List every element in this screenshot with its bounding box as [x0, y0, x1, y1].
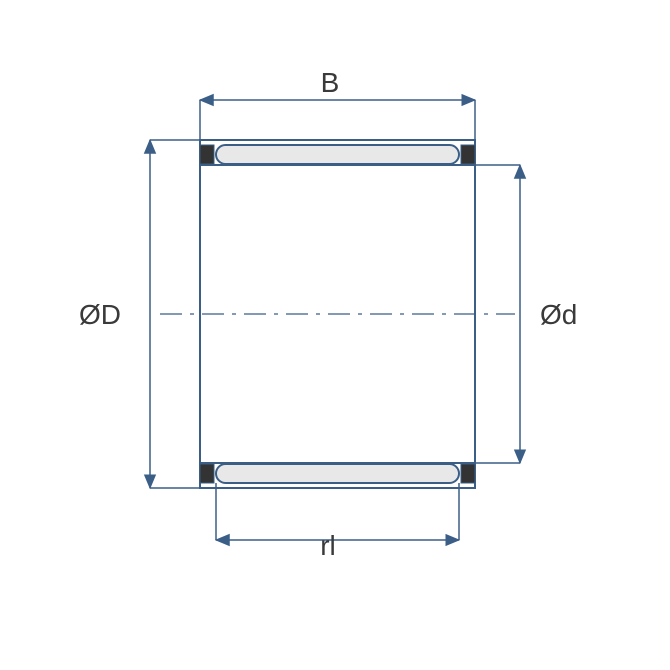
label-d: Ød — [540, 299, 577, 330]
label-rl: rl — [320, 530, 336, 561]
label-D: ØD — [79, 299, 121, 330]
bearing-diagram: Brl ØD Ød — [0, 0, 670, 670]
label-B: B — [321, 67, 340, 98]
